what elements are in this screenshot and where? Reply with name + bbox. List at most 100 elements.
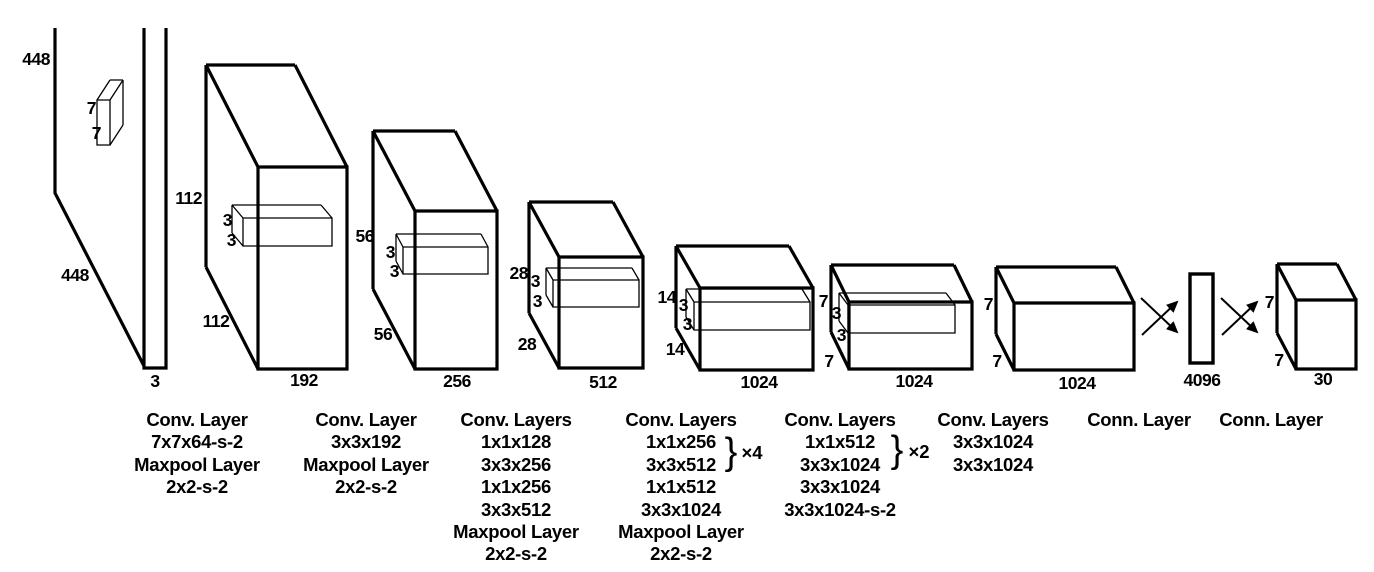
caption-conv-block-5: Conv. Layers 1x1x512 3x3x1024 3x3x1024 3… xyxy=(784,409,929,520)
caption-line: 1x1x256 xyxy=(481,476,551,497)
conv-block-3: 28 28 512 3 3 xyxy=(510,200,645,392)
output-height-label: 7 xyxy=(1265,292,1274,312)
caption-conv-block-2: Conv. Layer 3x3x192 Maxpool Layer 2x2-s-… xyxy=(303,409,429,497)
conv5-kernel xyxy=(838,292,956,334)
input-plane xyxy=(53,28,168,370)
conv6-height-label: 7 xyxy=(984,294,993,314)
caption-line: 3x3x192 xyxy=(331,431,401,452)
caption-line: 3x3x512 xyxy=(481,499,551,520)
repeat-multiplier: ×4 xyxy=(741,442,763,463)
conv6-depth-label: 1024 xyxy=(1059,373,1097,393)
caption-line: Maxpool Layer xyxy=(618,521,744,542)
repeat-brace: } xyxy=(725,431,738,473)
conv1-depth-label: 192 xyxy=(290,370,318,390)
conv1-kernel xyxy=(231,204,333,247)
conv3-kernel-width-label: 3 xyxy=(533,291,543,311)
caption-line: Conv. Layers xyxy=(625,409,736,430)
conv4-height-label: 14 xyxy=(658,287,677,307)
caption-line: 2x2-s-2 xyxy=(485,543,547,564)
conv5-width-label: 7 xyxy=(824,351,833,371)
caption-line: 3x3x512 xyxy=(646,454,716,475)
caption-line: Conv. Layer xyxy=(315,409,416,430)
conv2-feature-map xyxy=(371,129,499,371)
caption-line: 2x2-s-2 xyxy=(650,543,712,564)
output-tensor: 7 7 30 xyxy=(1265,262,1358,389)
caption-conn-layer-2: Conn. Layer xyxy=(1219,409,1323,430)
caption-line: 1x1x256 xyxy=(646,431,716,452)
conv1-kernel-width-label: 3 xyxy=(227,230,237,250)
conv-block-6: 7 7 1024 xyxy=(984,265,1136,393)
conv2-kernel-width-label: 3 xyxy=(390,261,400,281)
conv-block-5: 7 7 1024 3 3 xyxy=(819,263,974,391)
fc-crossing-arrows-1 xyxy=(1140,297,1179,336)
conv2-depth-label: 256 xyxy=(443,371,471,391)
fc-layer: 4096 xyxy=(1184,272,1222,390)
input-kernel-height-label: 7 xyxy=(87,98,96,118)
arrow-down-right-2 xyxy=(1220,297,1259,334)
caption-line: 1x1x512 xyxy=(646,476,716,497)
caption-line: 3x3x1024 xyxy=(641,499,722,520)
conv2-height-label: 56 xyxy=(356,226,375,246)
conv-block-1: 112 112 192 3 3 xyxy=(175,63,349,390)
conv3-width-label: 28 xyxy=(518,334,537,354)
caption-line: Conn. Layer xyxy=(1219,409,1323,430)
input-width-label: 448 xyxy=(61,265,89,285)
fc-vector xyxy=(1188,272,1215,365)
caption-line: Conv. Layers xyxy=(937,409,1048,430)
caption-line: 3x3x1024-s-2 xyxy=(784,499,896,520)
conv3-kernel xyxy=(545,267,640,308)
conv3-height-label: 28 xyxy=(510,263,529,283)
conv2-kernel xyxy=(395,233,489,275)
input-kernel-width-label: 7 xyxy=(92,123,101,143)
conv2-kernel-height-label: 3 xyxy=(386,242,396,262)
output-depth-label: 30 xyxy=(1314,369,1333,389)
conv6-width-label: 7 xyxy=(992,351,1001,371)
conv2-width-label: 56 xyxy=(374,324,393,344)
arrow-down-right-1 xyxy=(1140,297,1179,334)
conv5-depth-label: 1024 xyxy=(896,371,934,391)
conv1-kernel-height-label: 3 xyxy=(223,210,233,230)
repeat-brace: } xyxy=(891,429,904,471)
input-height-label: 448 xyxy=(22,49,50,69)
caption-conv-block-4: Conv. Layers 1x1x256 3x3x512 1x1x512 3x3… xyxy=(618,409,763,564)
input-image: 448 448 3 7 7 xyxy=(22,28,168,391)
fc-crossing-arrows-2 xyxy=(1220,297,1259,336)
conv4-width-label: 14 xyxy=(666,339,685,359)
input-depth-label: 3 xyxy=(150,371,160,391)
fc-units-label: 4096 xyxy=(1184,370,1222,390)
caption-line: Conv. Layer xyxy=(146,409,247,430)
conv5-kernel-height-label: 3 xyxy=(832,303,842,323)
caption-line: 3x3x256 xyxy=(481,454,551,475)
caption-line: Maxpool Layer xyxy=(453,521,579,542)
conv4-depth-label: 1024 xyxy=(741,372,779,392)
conv-block-2: 56 56 256 3 3 xyxy=(356,129,499,391)
caption-line: Conv. Layers xyxy=(460,409,571,430)
caption-conv-block-1: Conv. Layer 7x7x64-s-2 Maxpool Layer 2x2… xyxy=(134,409,260,497)
caption-line: 3x3x1024 xyxy=(953,431,1034,452)
output-width-label: 7 xyxy=(1274,350,1283,370)
conv4-kernel-width-label: 3 xyxy=(683,314,693,334)
conv4-kernel xyxy=(685,288,811,331)
conv1-height-label: 112 xyxy=(175,188,202,208)
caption-line: 1x1x512 xyxy=(805,431,875,452)
arrow-up-right-1 xyxy=(1141,300,1179,336)
caption-conn-layer-1: Conn. Layer xyxy=(1087,409,1191,430)
layer-captions: Conv. Layer 7x7x64-s-2 Maxpool Layer 2x2… xyxy=(134,409,1323,564)
conv4-feature-map xyxy=(674,244,815,372)
caption-line: 3x3x1024 xyxy=(953,454,1034,475)
output-cube xyxy=(1275,262,1358,371)
caption-line: 2x2-s-2 xyxy=(166,476,228,497)
repeat-multiplier: ×2 xyxy=(908,441,929,462)
conv1-feature-map xyxy=(204,63,349,371)
caption-line: 2x2-s-2 xyxy=(335,476,397,497)
input-conv-kernel xyxy=(96,79,124,146)
caption-line: Maxpool Layer xyxy=(303,454,429,475)
conv3-kernel-height-label: 3 xyxy=(531,271,541,291)
conv5-kernel-width-label: 3 xyxy=(837,325,847,345)
conv1-width-label: 112 xyxy=(203,311,230,331)
conv5-feature-map xyxy=(829,263,974,371)
arrow-up-right-2 xyxy=(1221,300,1259,336)
caption-line: 3x3x1024 xyxy=(800,454,881,475)
